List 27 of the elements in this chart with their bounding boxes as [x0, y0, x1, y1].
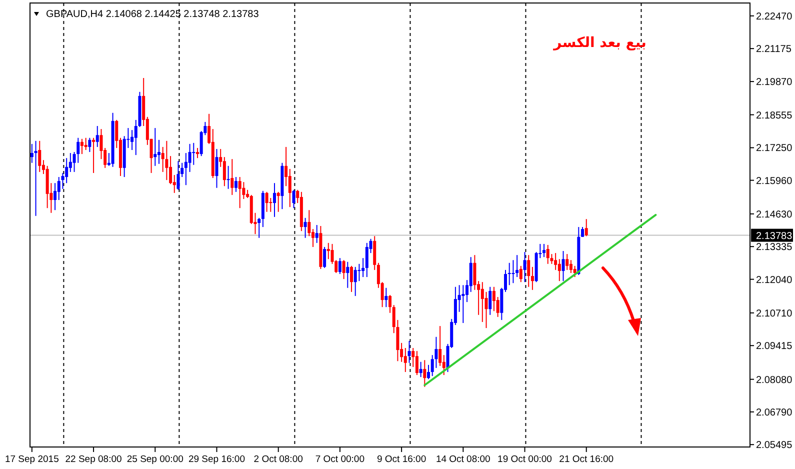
- y-tick-label: 2.05495: [756, 440, 793, 452]
- y-tick-label: 2.13335: [756, 242, 793, 254]
- y-tick-label: 2.14630: [756, 209, 793, 220]
- y-tick-label: 2.21175: [756, 44, 792, 56]
- y-tick-label: 2.09415: [756, 341, 793, 352]
- y-tick-label: 2.19870: [756, 77, 793, 88]
- text: GBPAUD,H4 2.14068 2.14425 2.13748 2.13783: [46, 9, 260, 20]
- x-tick-label: 17 Sep 2015: [4, 454, 59, 465]
- y-tick-label: 2.06790: [756, 407, 793, 418]
- y-tick-label: 2.18555: [756, 110, 793, 122]
- x-tick-label: 19 Oct 00:00: [498, 454, 552, 465]
- annotation: بيع بعد الكسر: [552, 35, 646, 51]
- x-tick-label: 2 Oct 08:00: [254, 454, 303, 465]
- y-tick-label: 2.17250: [756, 143, 793, 154]
- x-tick-label: 25 Sep 00:00: [126, 454, 184, 465]
- x-tick-label: 21 Oct 16:00: [559, 454, 614, 465]
- y-tick-label: 2.08080: [756, 374, 793, 386]
- x-tick-label: 9 Oct 16:00: [376, 454, 426, 465]
- ref-line-label: 2.13783: [756, 230, 793, 242]
- y-tick-label: 2.15960: [756, 176, 793, 187]
- x-tick-label: 22 Sep 08:00: [65, 454, 122, 465]
- x-tick-label: 29 Sep 16:00: [188, 454, 246, 465]
- y-tick-label: 2.10710: [756, 308, 793, 320]
- x-tick-label: 14 Oct 08:00: [436, 454, 490, 465]
- y-tick-label: 2.12040: [756, 274, 793, 286]
- y-tick-label: 2.22470: [756, 11, 793, 22]
- x-tick-label: 7 Oct 00:00: [315, 454, 365, 465]
